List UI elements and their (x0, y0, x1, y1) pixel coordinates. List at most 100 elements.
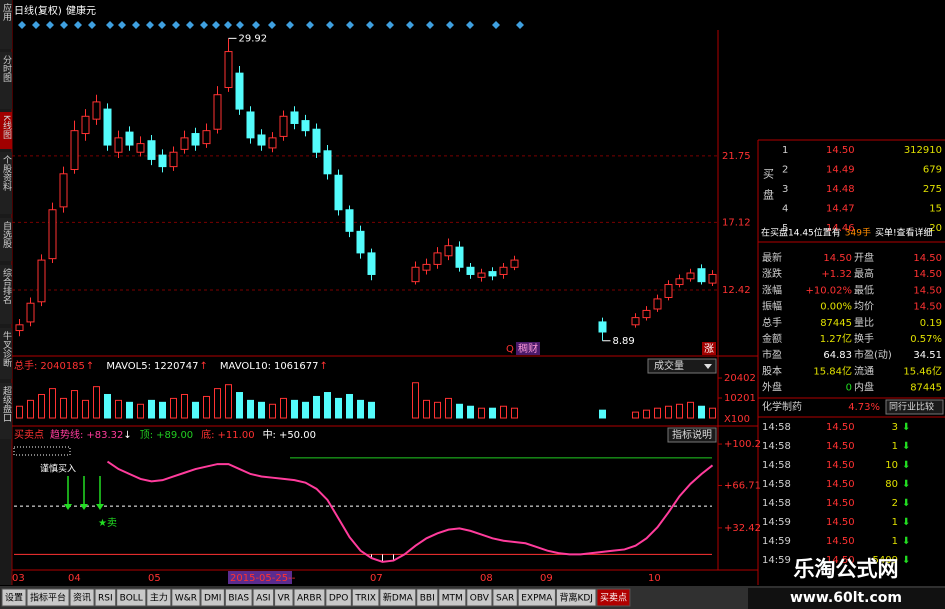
sidebar-tab-label[interactable]: K线图 (1, 115, 12, 140)
tab[interactable] (116, 588, 147, 607)
tab-label[interactable]: BIAS (228, 594, 249, 604)
sidebar-tab-label[interactable]: 牛叉诊断 (1, 330, 12, 368)
sidebar-tab-label[interactable]: 超级盘口 (1, 385, 12, 422)
indicator-button[interactable] (647, 358, 717, 374)
event-diamond (186, 21, 194, 29)
tab[interactable] (200, 588, 225, 607)
event-diamond (18, 21, 26, 29)
tick-volume: 3 (892, 422, 898, 433)
volume-bar (214, 388, 221, 419)
tab[interactable] (466, 588, 493, 607)
tab-label[interactable]: ARBR (297, 594, 322, 604)
tab-label[interactable]: VR (278, 594, 290, 604)
volume-bar (170, 397, 177, 419)
sidebar-tab[interactable] (0, 152, 12, 214)
tab[interactable] (252, 588, 275, 607)
tab[interactable] (351, 588, 380, 607)
tab[interactable] (224, 588, 253, 607)
quote-label: 市盈 (762, 348, 782, 361)
tick-time: 14:59 (762, 536, 791, 547)
tab-label[interactable]: MTM (442, 594, 463, 604)
candle-body (686, 272, 695, 280)
tab-label[interactable]: ASI (256, 594, 271, 604)
tab[interactable] (69, 588, 95, 607)
tab[interactable] (1, 588, 27, 607)
watermark-title: 乐淘公式网 (794, 557, 899, 581)
event-diamond (118, 21, 126, 29)
sidebar-tab[interactable] (0, 218, 12, 261)
tab-label[interactable]: 资讯 (73, 593, 91, 604)
signal-arrow-head (80, 504, 88, 510)
tab[interactable] (171, 588, 201, 607)
candle-body (70, 130, 79, 170)
quote-label: 涨幅 (762, 283, 782, 296)
tab-label[interactable]: RSI (98, 594, 113, 604)
sidebar-tab[interactable] (0, 265, 12, 324)
tab-label[interactable]: W&R (175, 594, 197, 604)
volume-bar (302, 401, 309, 419)
candle-body (323, 150, 332, 175)
tab[interactable] (438, 588, 467, 607)
indicator-button-label[interactable]: 指标说明 (672, 428, 712, 441)
tab-label[interactable]: 新DMA (383, 592, 414, 604)
quote-value: 14.50 (913, 253, 942, 264)
tab[interactable] (416, 588, 439, 607)
indicator-button-label[interactable]: 成交量 (654, 359, 684, 372)
tab[interactable] (94, 588, 117, 607)
volume-bar (38, 393, 45, 419)
volume-bar (104, 393, 111, 419)
bid-notice[interactable]: 买单!查看详细 (875, 227, 933, 239)
tab-label[interactable]: 买卖点 (600, 593, 627, 604)
sidebar-tab-label[interactable]: 个股资料 (1, 155, 12, 192)
tab-label[interactable]: 背离KDJ (559, 592, 593, 604)
tab-label[interactable]: 设置 (5, 593, 23, 604)
volume-bar (676, 403, 683, 419)
volume-bar (225, 384, 232, 419)
tab[interactable] (596, 588, 631, 607)
tab-label[interactable]: BBI (420, 594, 435, 604)
sidebar-tab[interactable] (0, 383, 12, 439)
tab-label[interactable]: EXPMA (521, 594, 553, 604)
tab[interactable] (26, 588, 70, 607)
tick-price: 14.50 (826, 498, 855, 509)
tab-label[interactable]: TRIX (354, 594, 376, 604)
volume-bar (280, 397, 287, 419)
tab[interactable] (379, 588, 417, 607)
volume-stat-value: 1061677 (274, 361, 319, 372)
candle-body (202, 130, 211, 145)
tab-label[interactable]: DPO (329, 594, 348, 604)
sidebar-tab[interactable] (0, 52, 12, 109)
quote-label: 均价 (854, 301, 874, 313)
candle-body (301, 120, 310, 132)
tab[interactable] (517, 588, 556, 607)
sidebar-tab-label[interactable]: 自选股 (1, 220, 12, 249)
sidebar-tab[interactable] (0, 112, 12, 149)
tab-label[interactable]: BOLL (120, 594, 143, 604)
tab-label[interactable]: 指标平台 (30, 592, 66, 604)
dropdown-arrow[interactable] (704, 364, 712, 369)
sidebar-tab[interactable] (0, 328, 12, 379)
tab-label[interactable]: OBV (470, 594, 490, 604)
volume-bar (236, 392, 243, 419)
y-tick-label: 20402 (724, 373, 756, 384)
tab-label[interactable]: SAR (496, 594, 514, 604)
quote-value: +10.02% (805, 285, 852, 296)
volume-bar (687, 401, 694, 419)
event-diamond (88, 21, 96, 29)
sidebar-tab-label[interactable]: 分时图 (1, 55, 12, 83)
tab[interactable] (293, 588, 326, 607)
sidebar-tab[interactable] (0, 0, 12, 49)
tab[interactable] (146, 588, 172, 607)
event-diamond (446, 21, 454, 29)
tab-label[interactable]: 主力 (150, 592, 168, 604)
sidebar-tab-label[interactable]: 综合排名 (1, 267, 12, 305)
compare-label[interactable]: 同行业比较 (889, 401, 934, 413)
tab[interactable] (274, 588, 294, 607)
compare-button[interactable] (885, 399, 944, 415)
sidebar-tab-label[interactable]: 应用 (1, 2, 12, 22)
tab[interactable] (555, 588, 597, 607)
tab[interactable] (325, 588, 352, 607)
indicator-button[interactable] (667, 427, 717, 443)
tab-label[interactable]: DMI (204, 594, 221, 604)
tab[interactable] (492, 588, 518, 607)
